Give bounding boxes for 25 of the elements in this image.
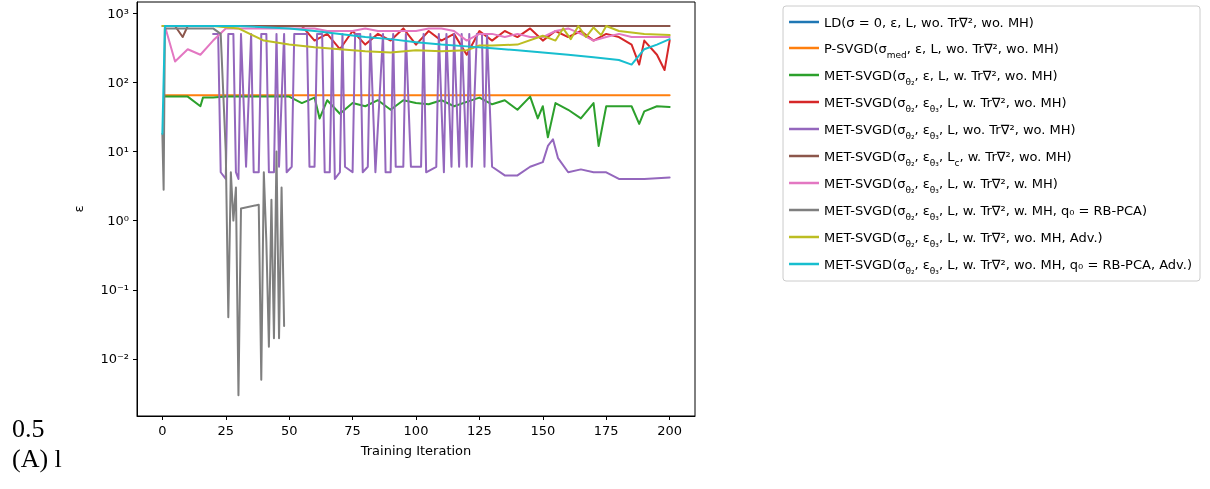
x-axis-title: Training Iteration <box>359 443 472 458</box>
line-series <box>163 95 671 147</box>
line-series <box>161 25 671 135</box>
legend-label: LD(σ = 0, ε, L, wo. Tr∇², wo. MH) <box>824 14 1034 30</box>
text: 0.5 <box>12 413 45 443</box>
line-series <box>161 25 671 54</box>
text: (A) l <box>12 443 62 473</box>
y-axis-title: ε <box>71 205 86 213</box>
x-tick-label: 200 <box>657 423 683 438</box>
y-tick-label: 10⁻¹ <box>100 282 129 298</box>
x-tick-label: 125 <box>467 423 492 438</box>
x-tick-label: 150 <box>530 423 556 438</box>
x-tick-label: 100 <box>403 423 429 438</box>
line-series <box>212 32 671 180</box>
y-tick-label: 10⁰ <box>107 213 129 229</box>
y-tick-label: 10² <box>107 74 129 90</box>
x-tick-label: 50 <box>280 423 298 438</box>
x-tick-label: 0 <box>158 423 167 438</box>
y-tick-label: 10³ <box>107 5 129 21</box>
y-tick-label: 10⁻² <box>100 351 129 367</box>
x-tick-label: 175 <box>593 423 619 438</box>
line-series <box>161 27 286 397</box>
x-tick-label: 75 <box>344 423 361 438</box>
y-tick-label: 10¹ <box>107 143 129 159</box>
x-tick-label: 25 <box>217 423 235 438</box>
